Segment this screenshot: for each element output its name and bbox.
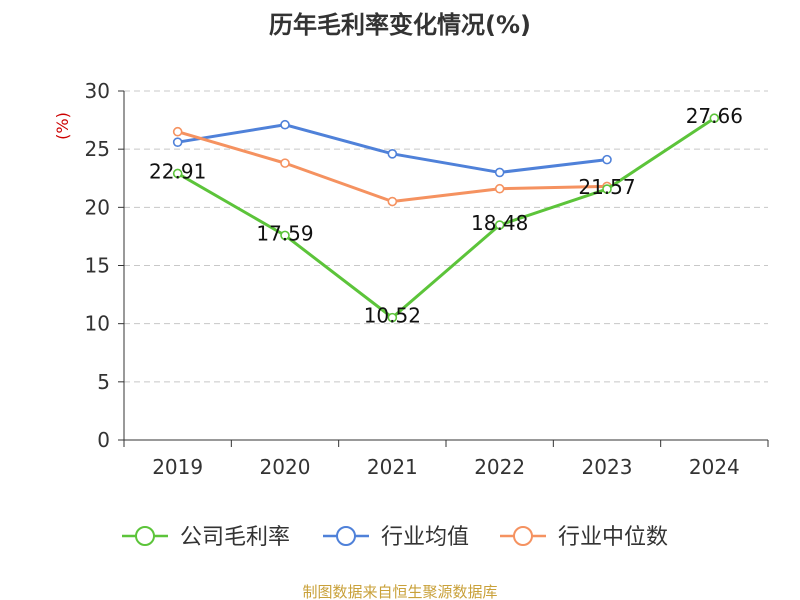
data-point [280, 158, 290, 168]
legend-label: 行业中位数 [558, 525, 668, 550]
data-labels: 22.91 17.59 10.52 18.48 21.57 27.66 [149, 104, 743, 327]
series-1 [172, 119, 612, 178]
y-tick-label: 10 [85, 312, 110, 336]
data-label: 21.57 [578, 175, 635, 199]
legend-item-0: 公司毛利率 [122, 525, 290, 550]
data-label: 18.48 [471, 211, 528, 235]
source-note: 制图数据来自恒生聚源数据库 [302, 583, 497, 600]
legend-marker [513, 526, 533, 546]
data-point [494, 167, 505, 178]
series-line [177, 123, 608, 174]
y-axis-unit-label: (%) [53, 112, 72, 140]
data-label: 22.91 [149, 159, 206, 183]
data-point [494, 183, 505, 194]
data-point [602, 154, 612, 165]
series-2 [172, 126, 612, 207]
grid-lines [124, 90, 768, 383]
legend-item-1: 行业均值 [323, 525, 469, 550]
data-point [387, 312, 398, 323]
data-point [602, 184, 612, 194]
series-lines [172, 113, 720, 323]
x-tick-label: 2019 [152, 455, 203, 479]
data-label: 27.66 [686, 104, 743, 128]
legend-label: 公司毛利率 [180, 525, 290, 550]
data-point [494, 220, 505, 230]
data-point [172, 126, 183, 137]
y-tick-label: 0 [97, 428, 110, 452]
y-tick-label: 30 [85, 79, 110, 103]
data-point [172, 168, 183, 179]
legend-label: 行业均值 [381, 525, 469, 550]
x-tick-label: 2020 [260, 455, 311, 479]
data-point [280, 119, 290, 130]
data-point [387, 149, 398, 159]
x-tick-label: 2024 [689, 455, 740, 479]
data-label: 10.52 [364, 304, 421, 328]
data-point [387, 196, 398, 207]
x-tick-label: 2023 [582, 455, 633, 479]
y-tick-label: 25 [85, 137, 110, 161]
data-label: 17.59 [256, 221, 313, 245]
axes: 0 5 10 15 20 25 30 2019 2020 2021 2022 2023 2024 [85, 79, 769, 479]
legend-marker [135, 526, 155, 546]
legend-marker [336, 526, 356, 546]
x-tick-label: 2022 [474, 455, 525, 479]
data-point [172, 137, 183, 147]
y-tick-label: 20 [85, 195, 110, 219]
series-line [176, 116, 716, 320]
data-point [280, 230, 290, 241]
x-tick-label: 2021 [367, 455, 418, 479]
legend-item-2: 行业中位数 [500, 525, 668, 550]
data-point [709, 113, 720, 124]
y-tick-label: 15 [85, 254, 110, 278]
y-tick-label: 5 [97, 370, 110, 394]
chart-title: 历年毛利率变化情况(%) [269, 11, 531, 39]
legend: 公司毛利率 行业均值 行业中位数 [122, 525, 668, 550]
series-0 [172, 113, 720, 323]
